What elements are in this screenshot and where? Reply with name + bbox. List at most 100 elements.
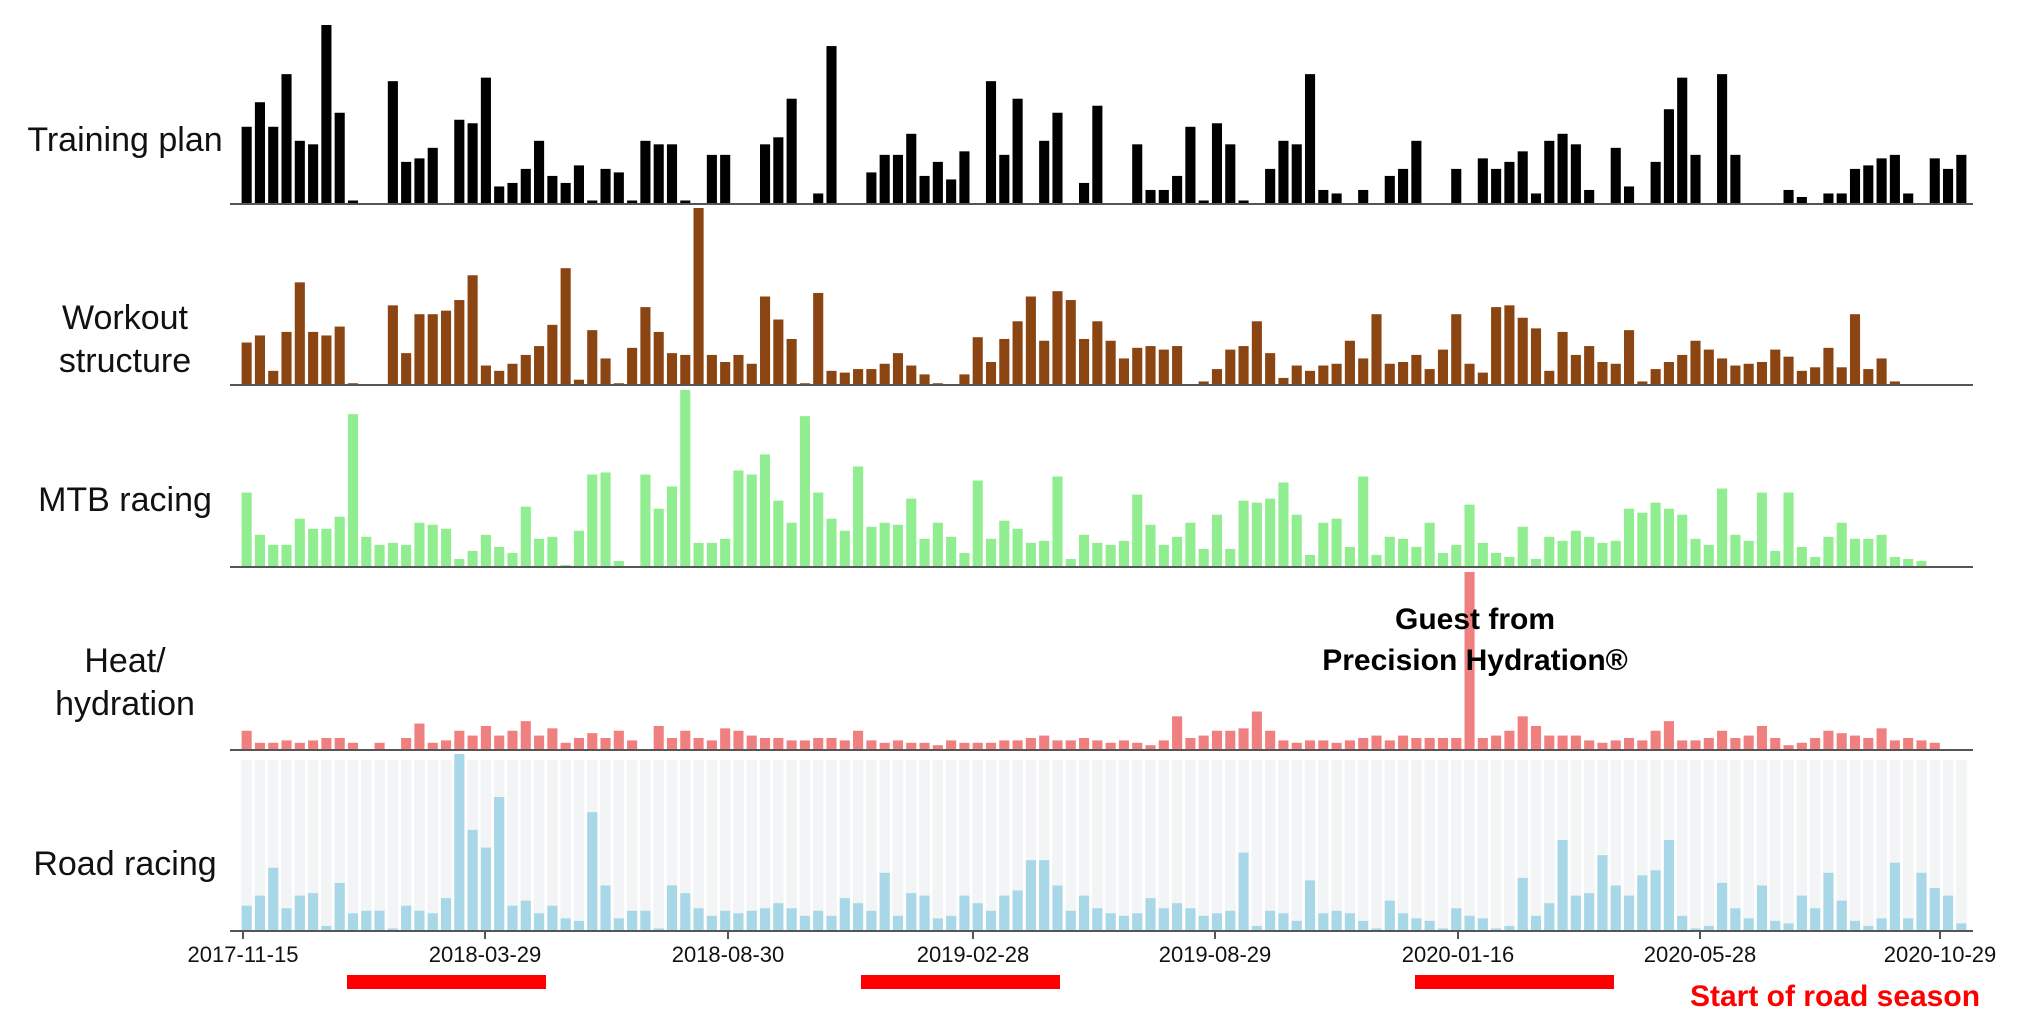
bar: [414, 723, 425, 750]
road-bg-column: [1118, 760, 1130, 930]
bar: [1677, 354, 1688, 385]
bar: [1570, 530, 1581, 567]
bar: [1544, 903, 1555, 931]
bar: [985, 538, 997, 567]
road-bg-column: [427, 760, 439, 930]
bar: [1238, 346, 1249, 385]
road-bg-column: [400, 760, 412, 930]
bar: [1012, 98, 1023, 204]
bar: [1464, 915, 1475, 931]
bar: [1278, 482, 1289, 567]
bar: [1491, 552, 1502, 567]
bar: [1371, 928, 1382, 931]
bar: [454, 558, 465, 567]
bar: [1052, 476, 1063, 567]
road-bg-column: [1929, 760, 1941, 930]
bar: [959, 742, 970, 750]
bar: [1796, 742, 1807, 750]
bar: [1756, 885, 1768, 931]
bar: [480, 534, 491, 567]
bar: [866, 369, 877, 385]
road-bg-column: [1025, 760, 1037, 930]
bar: [1065, 910, 1076, 931]
bar: [480, 77, 491, 204]
bar: [1743, 540, 1754, 567]
bar: [254, 895, 265, 931]
road-bg-column: [905, 760, 917, 930]
road-bg-column: [799, 760, 811, 930]
bar: [308, 893, 319, 931]
bar: [1876, 918, 1887, 931]
bar: [773, 319, 784, 385]
bar: [1384, 900, 1395, 931]
bar: [720, 728, 731, 750]
guest-annotation: Guest from Precision Hydration®: [1255, 600, 1695, 681]
bar: [1863, 925, 1874, 931]
bar: [281, 74, 292, 204]
bar: [1504, 925, 1515, 931]
bar: [1876, 534, 1887, 567]
road-bg-column: [719, 760, 731, 930]
road-bg-column: [1902, 760, 1914, 930]
road-bg-column: [666, 760, 678, 930]
bar: [1092, 542, 1103, 567]
bar: [1637, 512, 1648, 567]
bar: [1690, 740, 1701, 750]
bar: [720, 154, 731, 204]
bar: [680, 730, 691, 750]
bar: [1225, 144, 1236, 204]
road-bg-column: [866, 760, 877, 930]
bar: [826, 737, 837, 750]
bar: [454, 730, 465, 750]
road-bg-column: [1543, 760, 1555, 930]
road-bg-column: [1411, 760, 1422, 930]
bar: [1384, 175, 1395, 204]
bar: [1796, 546, 1807, 567]
bar: [1730, 534, 1741, 567]
bar: [999, 520, 1010, 567]
bar: [1770, 920, 1781, 931]
bar: [946, 536, 957, 567]
bar: [334, 737, 345, 750]
road-bg-column: [1397, 760, 1409, 930]
bar: [932, 918, 943, 931]
road-bg-column: [1769, 760, 1781, 930]
bar: [1105, 913, 1116, 931]
road-season-bar: [861, 975, 1060, 989]
bar: [1079, 895, 1090, 931]
bar: [1637, 875, 1648, 931]
bar: [1517, 526, 1528, 567]
bar: [241, 342, 252, 385]
bar: [1517, 877, 1528, 931]
bar: [1238, 728, 1249, 750]
bar: [374, 742, 385, 750]
bar: [666, 737, 678, 750]
road-bg-column: [1517, 760, 1529, 930]
bar: [813, 492, 824, 567]
bar: [1185, 522, 1196, 567]
bar: [1092, 908, 1103, 931]
bar: [786, 740, 797, 750]
bar: [1677, 514, 1688, 567]
bar: [1663, 109, 1674, 204]
bar: [560, 918, 571, 931]
bar: [1889, 740, 1900, 750]
bar: [999, 740, 1010, 750]
bar: [1265, 910, 1276, 931]
bar: [839, 898, 850, 931]
bar: [640, 474, 651, 567]
bar: [680, 354, 691, 385]
road-bg-column: [1224, 760, 1236, 930]
bar: [308, 331, 319, 385]
bar: [1863, 165, 1874, 204]
bar: [1424, 737, 1435, 750]
bar: [985, 742, 997, 750]
bar: [1477, 372, 1488, 385]
bar: [1650, 502, 1661, 567]
bar: [1238, 852, 1249, 931]
bar: [1145, 346, 1156, 385]
bar: [1172, 536, 1183, 567]
bar: [1743, 363, 1754, 385]
road-bg-column: [241, 760, 252, 930]
bar: [706, 354, 717, 385]
